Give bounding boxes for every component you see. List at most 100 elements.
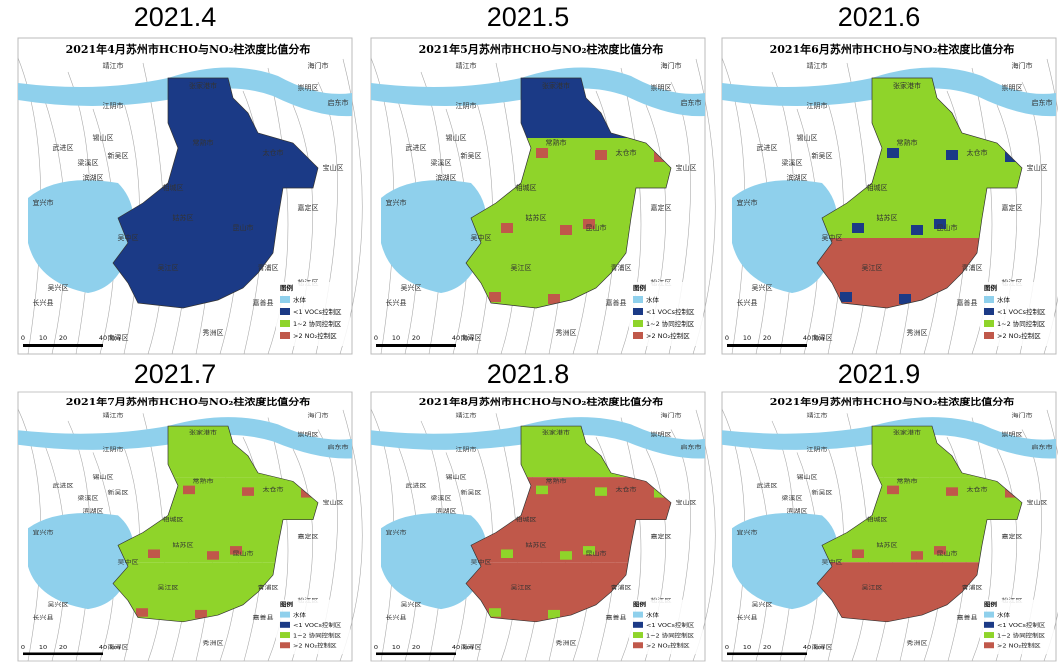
place-label: 姑苏区 [877, 541, 899, 549]
legend-label: 1~2 协同控制区 [293, 319, 342, 328]
scale-label: 20 [763, 645, 771, 651]
patch [136, 292, 148, 302]
place-label: 新吴区 [108, 488, 130, 496]
patch [946, 150, 958, 160]
legend-label: <1 VOCs控制区 [293, 622, 341, 629]
lake [381, 513, 487, 610]
legend-label: 1~2 协同控制区 [646, 319, 695, 328]
place-label: 南浔区 [461, 643, 483, 651]
scale-label: 0 [21, 334, 25, 342]
map-panel: 2021.82021年8月苏州市HCHO与NO₂柱浓度比值分布靖江市江阴市锡山区… [370, 359, 716, 662]
legend-swatch [280, 332, 290, 339]
scale-label: 10 [39, 645, 47, 651]
scale-label: 40 [803, 334, 811, 342]
place-label: 崇明区 [298, 84, 319, 92]
patch [242, 487, 254, 496]
place-label: 吴兴区 [48, 600, 70, 608]
panel-title: 2021.4 [134, 2, 217, 32]
patch [887, 148, 899, 158]
place-label: 武进区 [757, 143, 778, 152]
legend-swatch [633, 296, 643, 303]
place-label: 南浔区 [812, 333, 833, 342]
scale-label: km [110, 334, 120, 342]
place-label: 靖江市 [456, 61, 477, 70]
city-outline [112, 77, 319, 309]
legend-label: 1~2 协同控制区 [646, 632, 694, 639]
legend-label: 1~2 协同控制区 [997, 319, 1046, 328]
place-label: 长兴县 [386, 298, 407, 307]
map-panel: 2021.92021年9月苏州市HCHO与NO₂柱浓度比值分布靖江市江阴市锡山区… [721, 359, 1058, 662]
legend-label: <1 VOCs控制区 [997, 622, 1045, 629]
scale-bar [23, 652, 103, 656]
place-label: 海门市 [661, 61, 682, 70]
place-label: 太仓市 [616, 148, 637, 157]
place-label: 秀洲区 [203, 328, 224, 337]
place-label: 新吴区 [108, 151, 129, 160]
place-label: 常熟市 [546, 477, 568, 485]
legend-swatch [633, 320, 643, 327]
scale-bar [727, 344, 807, 347]
lake [381, 180, 487, 293]
place-label: 江阴市 [103, 101, 124, 110]
place-label: 吴江区 [158, 584, 180, 591]
place-label: 青浦区 [611, 583, 633, 591]
place-label: 秀洲区 [203, 639, 225, 647]
patch [207, 225, 219, 235]
place-label: 昆山市 [233, 223, 254, 232]
patch [489, 608, 501, 617]
legend-swatch [633, 308, 643, 315]
scale-label: 10 [39, 334, 47, 342]
patch [230, 219, 242, 229]
legend-label: >2 NO₂控制区 [997, 331, 1041, 340]
place-label: 宜兴市 [737, 198, 758, 207]
place-label: 吴江区 [862, 264, 883, 272]
legend-label: 1~2 协同控制区 [997, 632, 1045, 639]
place-label: 宜兴市 [33, 528, 55, 536]
place-label: 青浦区 [962, 583, 984, 591]
place-label: 靖江市 [807, 411, 829, 419]
place-label: 宝山区 [676, 163, 697, 172]
place-label: 滨湖区 [787, 173, 808, 182]
legend-swatch [633, 642, 643, 649]
map: 2021年6月苏州市HCHO与NO₂柱浓度比值分布靖江市江阴市锡山区武进区滨湖区… [721, 37, 1058, 355]
patch [899, 294, 911, 304]
place-label: 昆山市 [937, 223, 958, 232]
place-label: 南浔区 [108, 333, 129, 342]
place-label: 梁溪区 [782, 494, 804, 502]
place-label: 宜兴市 [386, 528, 408, 536]
place-label: 嘉定区 [651, 203, 672, 212]
place-label: 江阴市 [456, 101, 477, 110]
patch [583, 219, 595, 229]
place-label: 吴兴区 [752, 283, 773, 292]
legend-swatch [984, 308, 994, 315]
place-label: 宝山区 [676, 498, 698, 506]
place-label: 张家港市 [893, 81, 921, 90]
patch [195, 294, 207, 304]
legend-swatch [984, 296, 994, 303]
place-label: 吴江区 [158, 264, 179, 272]
legend-label: <1 VOCs控制区 [997, 307, 1046, 316]
place-label: 长兴县 [737, 613, 759, 621]
map-title: 2021年6月苏州市HCHO与NO₂柱浓度比值分布 [770, 42, 1015, 56]
scale-bar [727, 652, 807, 656]
place-label: 梁溪区 [782, 158, 803, 167]
place-label: 靖江市 [456, 411, 478, 419]
place-label: 吴中区 [118, 558, 140, 566]
legend-swatch [280, 642, 290, 649]
place-label: 启东市 [681, 443, 703, 451]
place-label: 海门市 [1012, 411, 1034, 419]
map-title: 2021年8月苏州市HCHO与NO₂柱浓度比值分布 [419, 396, 664, 408]
place-label: 靖江市 [103, 61, 124, 70]
place-label: 吴兴区 [401, 283, 422, 292]
map: 2021年5月苏州市HCHO与NO₂柱浓度比值分布靖江市江阴市锡山区武进区滨湖区… [370, 37, 716, 355]
legend-swatch [280, 320, 290, 327]
place-label: 滨湖区 [83, 507, 105, 515]
place-label: 宝山区 [1027, 163, 1048, 172]
place-label: 常熟市 [897, 138, 918, 147]
patch [195, 609, 207, 619]
legend-label: <1 VOCs控制区 [646, 622, 694, 629]
place-label: 张家港市 [542, 428, 571, 436]
patch [946, 487, 958, 496]
legend-label: <1 VOCs控制区 [293, 307, 342, 316]
